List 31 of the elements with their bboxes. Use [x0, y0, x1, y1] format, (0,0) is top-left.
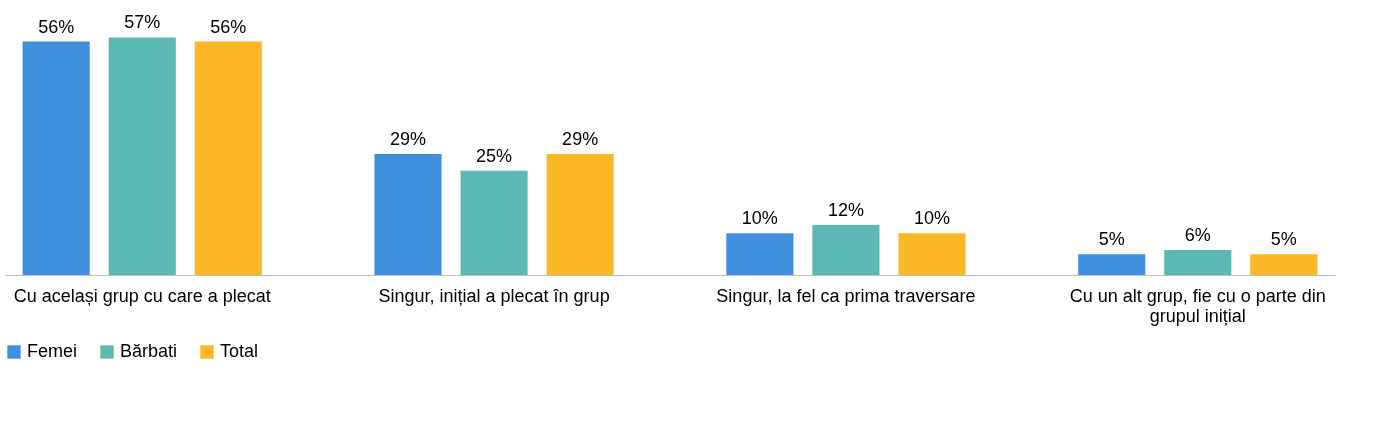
data-label: 56%	[38, 16, 75, 37]
legend-label: Femei	[27, 341, 78, 361]
bar	[898, 233, 966, 275]
legend-label: Total	[220, 341, 259, 361]
data-label: 5%	[1098, 229, 1125, 250]
bar	[546, 154, 614, 275]
data-label: 5%	[1270, 229, 1297, 250]
x-tick-label: Cu același grup cu care a plecat	[13, 285, 271, 306]
bar	[194, 41, 262, 275]
data-label: 29%	[562, 129, 599, 150]
data-label: 57%	[124, 12, 161, 33]
data-label: 56%	[210, 16, 247, 37]
bar	[1250, 254, 1318, 275]
bar	[726, 233, 794, 275]
data-label: 10%	[741, 208, 778, 229]
data-label: 6%	[1184, 224, 1211, 245]
bar	[374, 154, 442, 275]
bar	[460, 170, 528, 275]
bar	[22, 41, 90, 275]
data-label: 25%	[476, 145, 513, 166]
bar	[1164, 249, 1232, 275]
bar	[812, 224, 880, 275]
bar	[108, 37, 176, 275]
legend-label: Bărbati	[120, 341, 178, 361]
bar	[1078, 254, 1146, 275]
data-label: 10%	[913, 208, 951, 229]
x-tick-label: Singur, la fel ca prima traversare	[716, 285, 976, 306]
x-tick-label: Cu un alt grup, fie cu o parte din grupul inițial	[1069, 285, 1326, 326]
x-tick-label: Singur, inițial a plecat în grup	[378, 285, 610, 306]
data-label: 29%	[389, 129, 427, 150]
data-label: 12%	[827, 199, 864, 220]
